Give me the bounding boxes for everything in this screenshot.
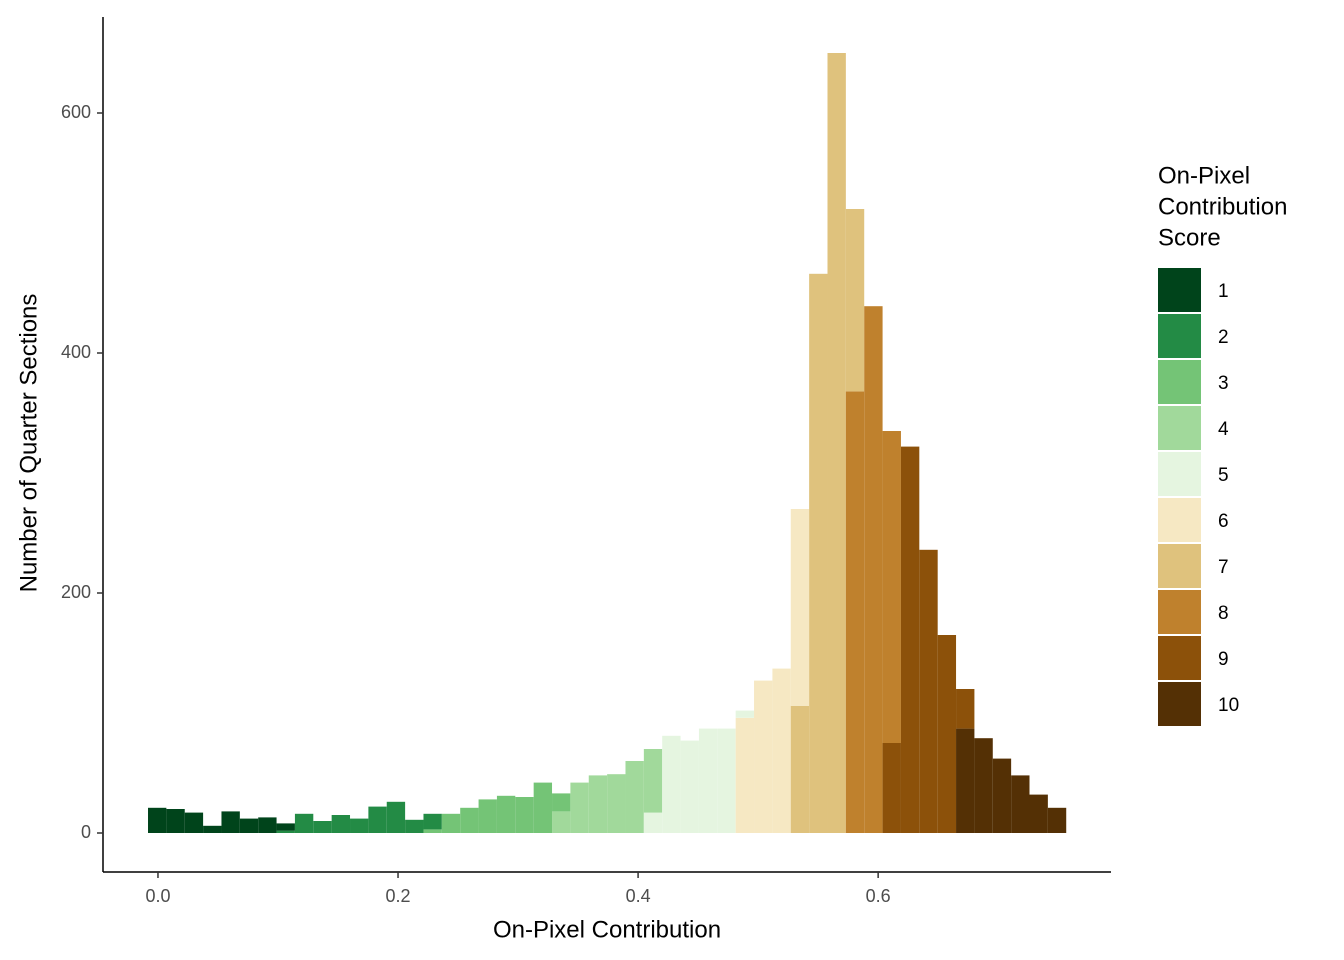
bar: [937, 635, 957, 833]
bar: [552, 811, 571, 833]
bar: [809, 273, 828, 833]
bar: [239, 818, 259, 833]
bar: [643, 812, 663, 833]
legend-label: 1: [1218, 281, 1229, 302]
bar: [827, 53, 846, 833]
y-tick-label: 0: [81, 822, 91, 842]
bar: [1029, 794, 1048, 833]
bar: [662, 735, 681, 833]
bar: [276, 823, 295, 831]
y-tick-label: 200: [61, 582, 91, 602]
bar: [790, 509, 810, 706]
bar: [552, 793, 571, 812]
bar: [570, 782, 589, 833]
y-tick-label: 600: [61, 102, 91, 122]
bar: [882, 743, 901, 833]
bar: [294, 813, 314, 833]
legend-swatch: [1158, 406, 1201, 450]
bar: [313, 821, 332, 833]
bar: [717, 728, 736, 833]
bar: [350, 818, 369, 833]
legend-label: 8: [1218, 603, 1229, 624]
legend-label: 10: [1218, 695, 1239, 716]
bar: [184, 812, 204, 833]
legend-swatch: [1158, 682, 1201, 726]
bar: [698, 728, 718, 833]
y-axis-title: Number of Quarter Sections: [15, 294, 42, 593]
bar: [203, 825, 222, 833]
bar: [772, 668, 791, 833]
bar: [460, 807, 479, 833]
bar: [900, 446, 920, 833]
legend-label: 4: [1218, 419, 1229, 440]
bar: [331, 815, 351, 833]
legend-label: 9: [1218, 649, 1229, 670]
bar: [1047, 807, 1067, 833]
bar: [956, 728, 975, 833]
legend-label: 3: [1218, 373, 1229, 394]
legend-label: 6: [1218, 511, 1229, 532]
bar: [607, 774, 626, 833]
bar: [754, 680, 773, 833]
legend-swatch: [1158, 268, 1201, 312]
bar: [276, 830, 295, 833]
x-tick-label: 0.2: [386, 886, 411, 906]
bar: [441, 813, 461, 833]
x-axis-title: On-Pixel Contribution: [493, 916, 721, 943]
bar: [735, 710, 755, 718]
bar: [845, 391, 865, 833]
bar: [992, 758, 1012, 833]
legend-title: On-Pixel: [1158, 162, 1250, 189]
bar: [166, 809, 185, 833]
bar: [533, 782, 553, 833]
bar: [496, 795, 516, 833]
bar: [625, 761, 644, 833]
legend-title: Score: [1158, 224, 1221, 251]
legend-label: 2: [1218, 327, 1229, 348]
bar: [845, 209, 865, 392]
legend-swatch: [1158, 452, 1201, 496]
bar: [588, 775, 608, 833]
bar: [221, 811, 240, 833]
bar: [790, 705, 810, 833]
bar: [368, 806, 387, 833]
legend-label: 5: [1218, 465, 1229, 486]
bar: [735, 717, 755, 833]
bar: [478, 799, 497, 833]
legend-swatch: [1158, 636, 1201, 680]
bar: [258, 817, 277, 833]
bar: [148, 807, 167, 833]
legend-swatch: [1158, 360, 1201, 404]
x-tick-label: 0.6: [866, 886, 891, 906]
legend-swatch: [1158, 590, 1201, 634]
bar: [974, 738, 993, 833]
bar: [919, 549, 938, 833]
bar: [405, 819, 424, 833]
bar: [680, 740, 699, 833]
y-tick-label: 400: [61, 342, 91, 362]
bar: [643, 749, 663, 813]
bar: [423, 829, 442, 833]
x-tick-label: 0.0: [145, 886, 170, 906]
legend-swatch: [1158, 498, 1201, 542]
bar: [386, 801, 406, 833]
bar: [882, 431, 901, 743]
legend-title: Contribution: [1158, 193, 1287, 220]
bar: [864, 306, 883, 833]
bar: [423, 813, 442, 830]
bar: [515, 797, 534, 833]
legend-label: 7: [1218, 557, 1229, 578]
legend-swatch: [1158, 544, 1201, 588]
bar: [1011, 775, 1030, 833]
bar: [956, 689, 975, 729]
x-tick-label: 0.4: [626, 886, 651, 906]
legend-swatch: [1158, 314, 1201, 358]
